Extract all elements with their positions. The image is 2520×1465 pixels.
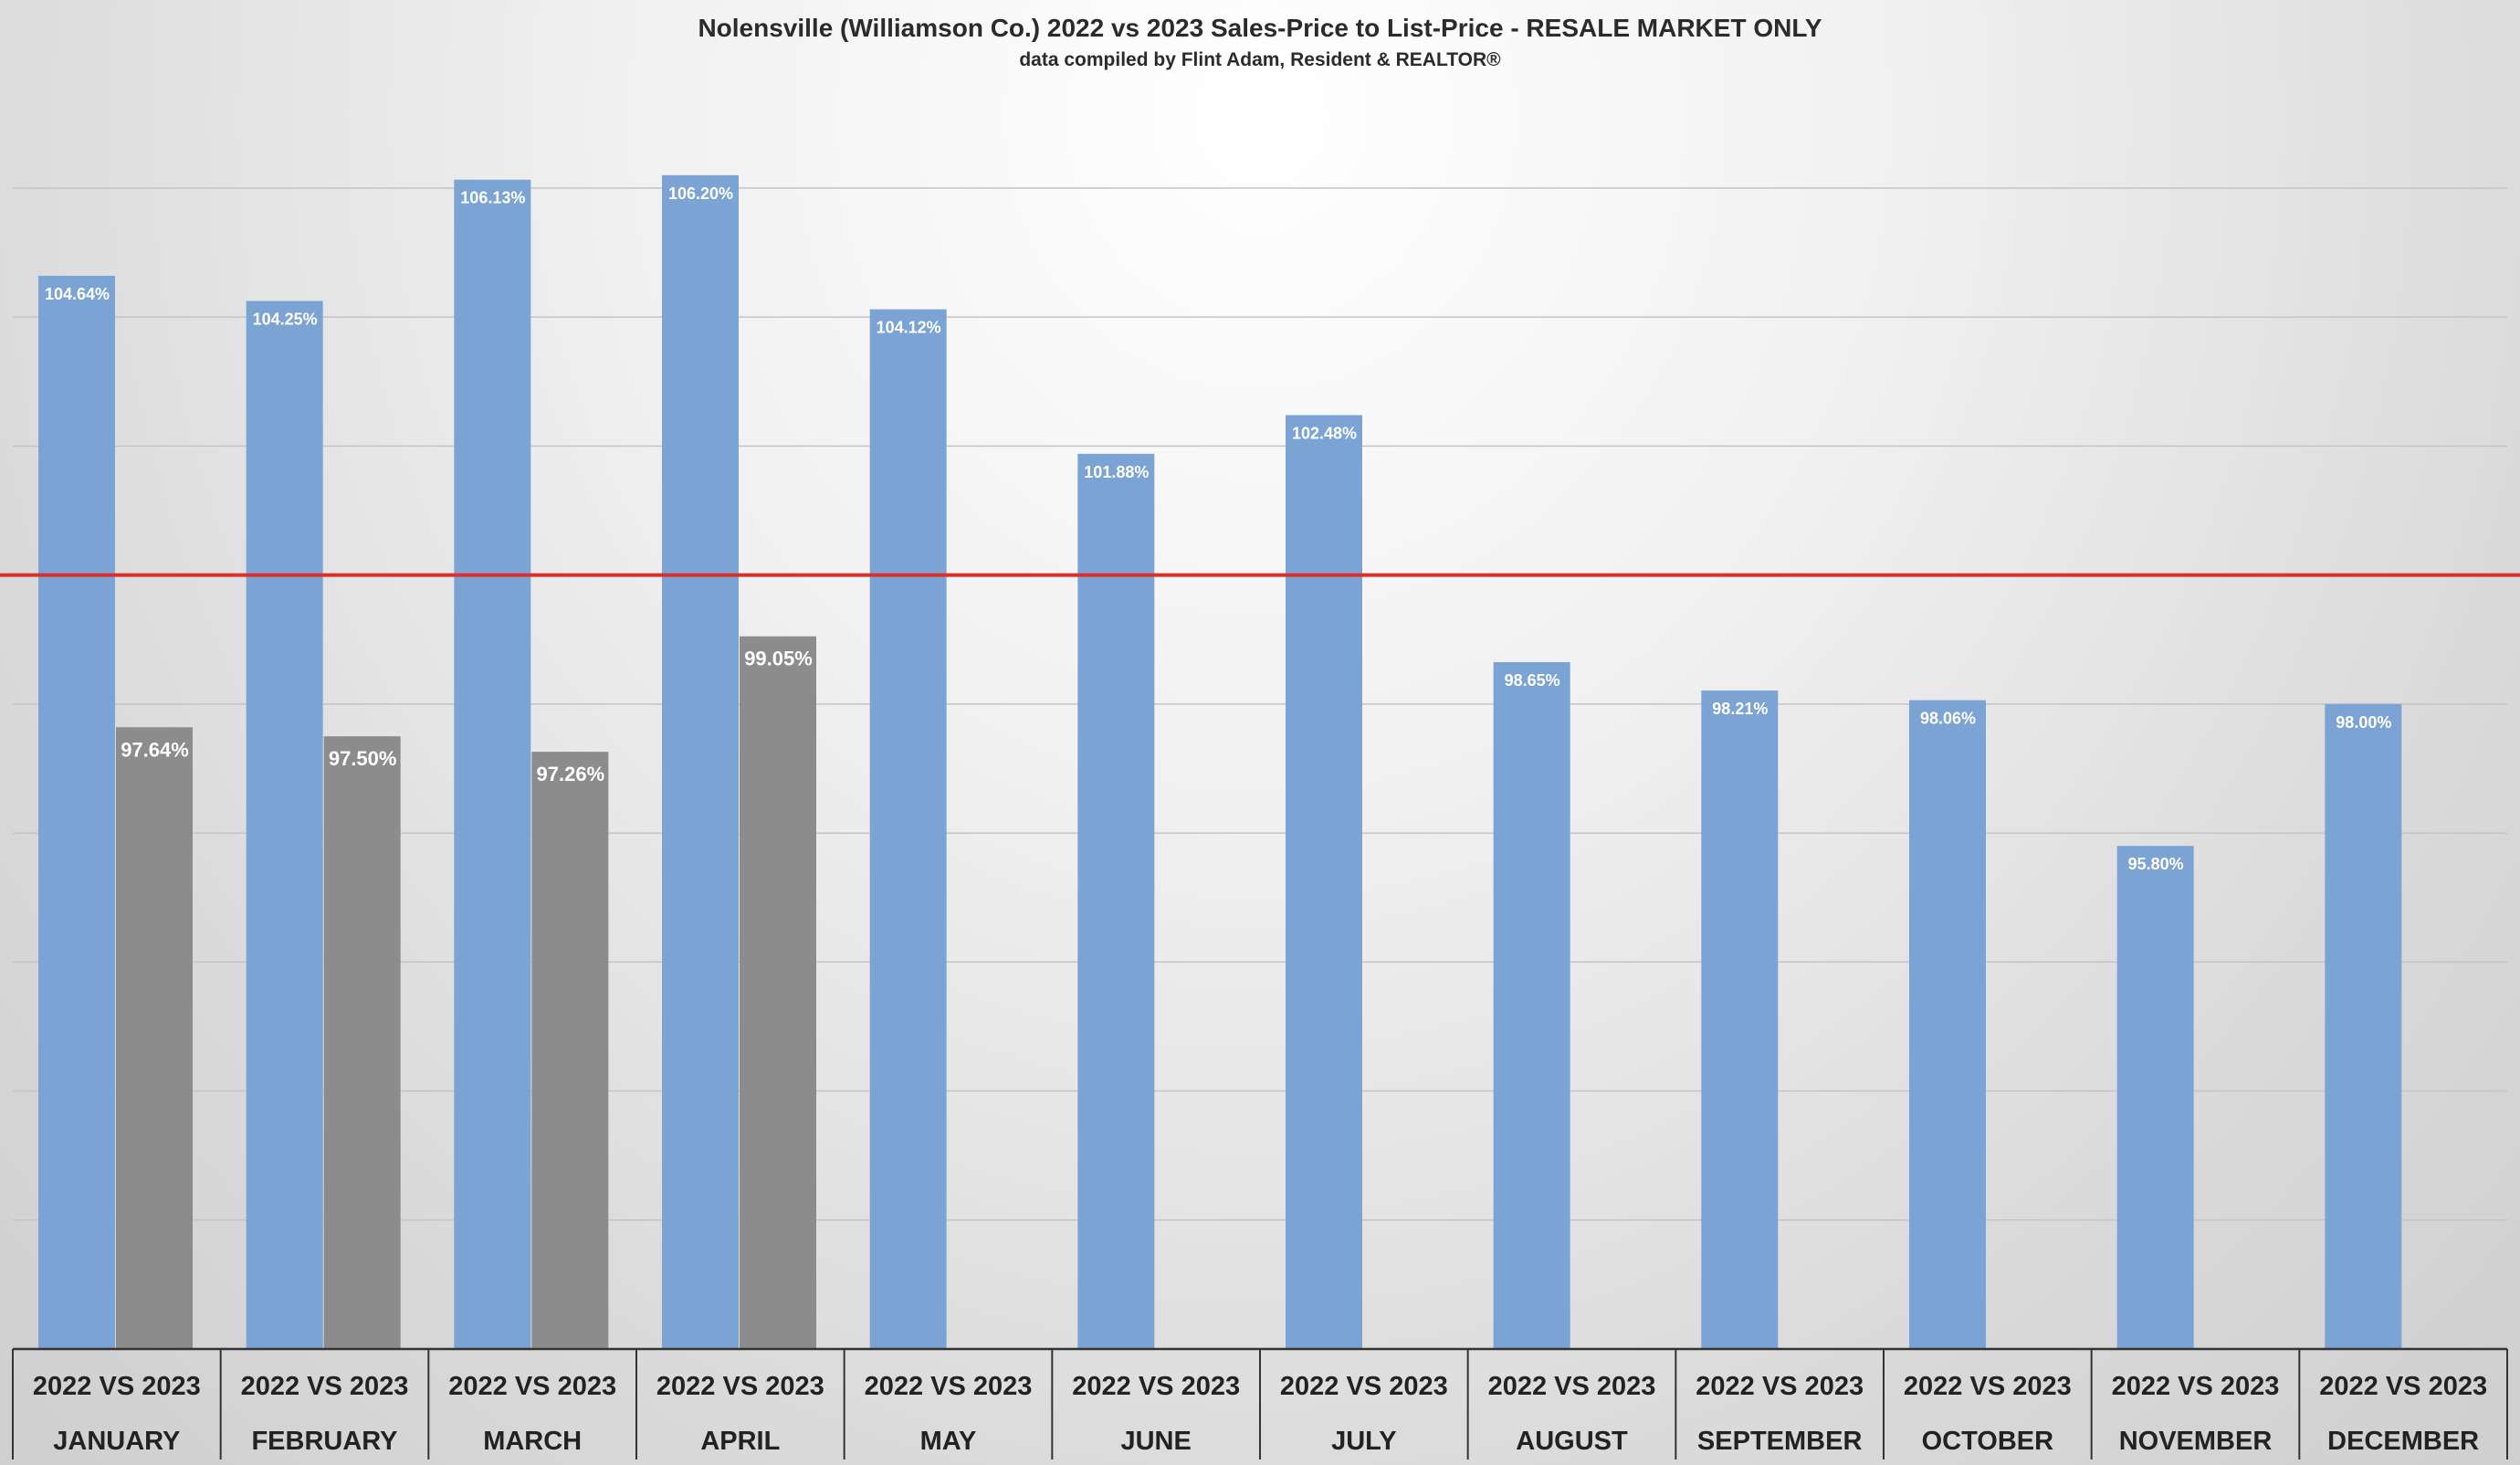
bar-january-series-1 xyxy=(38,275,115,1350)
bar-april-series-2 xyxy=(740,636,816,1349)
bar-april-series-1 xyxy=(662,174,739,1349)
category-header-label: 2022 VS 2023 xyxy=(1280,1372,1448,1401)
chart-title: Nolensville (Williamson Co.) 2022 vs 202… xyxy=(698,14,1822,42)
bar-november-series-1 xyxy=(2116,846,2194,1349)
data-labels: 104.64% 97.64% 104.25% 97.50% 106.13% 97.26% 1… xyxy=(45,184,2391,873)
bar-february-series-2 xyxy=(323,736,401,1349)
data-label: 102.48% xyxy=(1292,424,1357,442)
category-header-label: 2022 VS 2023 xyxy=(1696,1372,1864,1401)
data-label: 104.25% xyxy=(253,311,318,329)
bar-october-series-1 xyxy=(1909,700,1986,1349)
bar-august-series-1 xyxy=(1493,661,1570,1349)
bar-december-series-1 xyxy=(2325,703,2402,1349)
data-label: 98.00% xyxy=(2336,713,2391,732)
category-label-june: JUNE xyxy=(1120,1427,1191,1456)
gridlines xyxy=(13,187,2507,1221)
category-label-february: FEBRUARY xyxy=(251,1427,397,1456)
category-header-label: 2022 VS 2023 xyxy=(2112,1372,2280,1401)
category-label-november: NOVEMBER xyxy=(2119,1427,2273,1456)
category-header-label: 2022 VS 2023 xyxy=(241,1372,409,1401)
category-header-label: 2022 VS 2023 xyxy=(1072,1372,1240,1401)
category-header-label: 2022 VS 2023 xyxy=(448,1372,616,1401)
data-label: 97.64% xyxy=(121,738,189,761)
category-label-october: OCTOBER xyxy=(1922,1427,2054,1456)
category-label-december: DECEMBER xyxy=(2327,1427,2479,1456)
bar-february-series-1 xyxy=(246,300,323,1349)
data-label: 104.12% xyxy=(877,319,941,337)
category-label-july: JULY xyxy=(1331,1427,1396,1456)
data-label: 101.88% xyxy=(1084,463,1149,481)
category-label-may: MAY xyxy=(920,1427,977,1456)
category-header-label: 2022 VS 2023 xyxy=(1488,1372,1656,1401)
bar-july-series-1 xyxy=(1286,415,1362,1349)
data-label: 98.65% xyxy=(1505,671,1560,690)
data-label: 106.13% xyxy=(460,189,525,207)
category-header-label: 2022 VS 2023 xyxy=(33,1372,201,1401)
bar-september-series-1 xyxy=(1701,690,1779,1349)
category-header-label: 2022 VS 2023 xyxy=(656,1372,824,1401)
category-header-label: 2022 VS 2023 xyxy=(1904,1372,2072,1401)
bar-may-series-1 xyxy=(869,309,947,1350)
category-label-january: JANUARY xyxy=(53,1427,180,1456)
bar-march-series-1 xyxy=(454,179,531,1350)
data-label: 98.21% xyxy=(1712,700,1768,718)
category-header-label: 2022 VS 2023 xyxy=(2319,1372,2487,1401)
data-label: 95.80% xyxy=(2128,855,2184,873)
chart-subtitle: data compiled by Flint Adam, Resident & … xyxy=(1019,49,1501,70)
category-label-april: APRIL xyxy=(700,1427,780,1456)
category-label-march: MARCH xyxy=(483,1427,582,1456)
data-label: 98.06% xyxy=(1920,710,1976,728)
data-label: 104.64% xyxy=(45,285,110,303)
bar-june-series-1 xyxy=(1077,453,1155,1349)
data-label: 97.26% xyxy=(537,763,605,785)
bars xyxy=(38,174,2402,1350)
data-label: 106.20% xyxy=(668,184,733,203)
category-label-september: SEPTEMBER xyxy=(1697,1427,1863,1456)
category-table: 2022 VS 2023 JANUARY 2022 VS 2023 FEBRUARY 2… xyxy=(12,1347,2508,1460)
bar-march-series-2 xyxy=(531,752,609,1349)
data-label: 99.05% xyxy=(744,648,813,670)
bar-january-series-2 xyxy=(116,727,193,1349)
category-label-august: AUGUST xyxy=(1516,1427,1628,1456)
category-header-label: 2022 VS 2023 xyxy=(865,1372,1033,1401)
data-label: 97.50% xyxy=(329,747,397,770)
